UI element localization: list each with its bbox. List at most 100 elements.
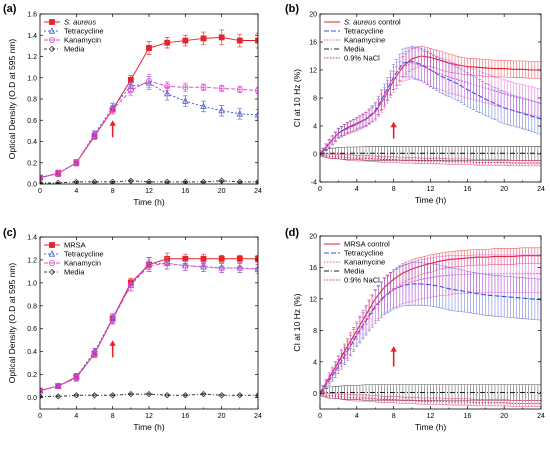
data-point <box>236 264 243 271</box>
data-point <box>91 178 98 184</box>
legend-item: Kanamycine <box>324 36 385 45</box>
error-bar <box>401 396 405 404</box>
data-point <box>200 178 207 184</box>
error-bar <box>524 160 528 167</box>
error-bar <box>376 156 380 163</box>
error-bar <box>462 65 466 98</box>
error-bar <box>441 255 445 296</box>
error-bar <box>255 254 258 263</box>
legend-item: Kanamycin <box>44 36 101 45</box>
data-point <box>146 45 152 51</box>
data-point <box>145 390 153 398</box>
error-bar <box>428 257 433 298</box>
data-point <box>164 39 171 46</box>
x-tick-label: 20 <box>500 413 508 420</box>
y-tick-label: 0.8 <box>27 97 37 104</box>
data-point <box>73 178 80 184</box>
y-tick-label: 1.0 <box>27 280 37 287</box>
treatment-arrow <box>390 121 397 139</box>
legend-item: Media <box>44 45 85 54</box>
series-line <box>40 258 258 392</box>
error-bar <box>450 61 454 95</box>
legend-marker <box>49 19 55 25</box>
y-tick-label: 8 <box>313 96 317 103</box>
treatment-arrow <box>109 340 116 358</box>
error-bar <box>407 157 411 164</box>
legend-label: S. aureus control <box>344 18 401 27</box>
x-tick-label: 0 <box>38 188 42 195</box>
data-point <box>127 87 134 94</box>
x-tick-label: 8 <box>392 413 396 420</box>
y-tick-label: 8 <box>313 328 317 335</box>
data-point <box>182 84 189 91</box>
legend-item: Tetracycline <box>324 249 384 258</box>
series-0-9-nacl <box>320 392 541 407</box>
legend-item: 0.9% NaCl <box>324 276 380 285</box>
error-bar <box>416 49 420 81</box>
y-tick-label: 0.0 <box>27 395 37 402</box>
error-bar <box>539 278 541 321</box>
error-bar <box>499 159 503 166</box>
error-bar <box>379 281 383 316</box>
error-bar <box>539 160 541 167</box>
data-point <box>109 106 116 113</box>
y-tick-label: -4 <box>311 180 317 187</box>
error-bar <box>398 396 402 404</box>
error-bar <box>395 269 399 307</box>
legend-item: Media <box>44 268 85 277</box>
data-point <box>73 392 80 399</box>
error-bar <box>517 160 522 167</box>
panel-d: (d) 0 4 8 12 16 20 24 0 4 8 12 16 20 Time (h) CI at 10 … <box>285 227 545 432</box>
data-point <box>109 178 116 184</box>
error-bar <box>425 258 430 299</box>
y-tick-label: 0.6 <box>27 118 37 125</box>
error-bar <box>447 60 451 94</box>
data-point <box>55 170 62 177</box>
series-tetracycline <box>40 76 258 181</box>
data-point <box>236 392 243 399</box>
error-bar <box>422 157 426 165</box>
arrow-head <box>390 346 397 352</box>
error-bar <box>373 155 377 162</box>
data-point <box>145 77 152 84</box>
error-bar <box>496 384 500 401</box>
error-bar <box>416 397 420 405</box>
error-bar <box>419 50 423 82</box>
y-tick-label: 4 <box>313 359 317 366</box>
data-point <box>182 255 189 262</box>
data-point <box>164 260 171 267</box>
y-axis-title: CI at 10 Hz (%) <box>292 293 302 351</box>
error-bar <box>373 395 377 403</box>
data-point <box>164 83 171 90</box>
error-bar <box>490 75 494 106</box>
legend-item: MRSA <box>44 241 86 250</box>
error-bar <box>370 155 374 162</box>
legend-marker <box>48 45 56 53</box>
error-bar <box>435 256 439 297</box>
y-tick-label: 0.2 <box>27 160 37 167</box>
plot-area <box>40 252 258 400</box>
error-bar <box>327 374 331 385</box>
error-bar <box>533 400 537 407</box>
error-bar <box>416 157 420 164</box>
legend-marker <box>48 27 56 34</box>
x-tick-label: 16 <box>181 188 189 195</box>
x-axis-title: Time (h) <box>133 197 164 207</box>
legend-marker <box>49 259 56 266</box>
y-tick-label: 0.6 <box>27 326 37 333</box>
data-point <box>40 179 44 184</box>
error-bar <box>255 32 258 49</box>
y-tick-label: 1.4 <box>27 235 37 242</box>
error-bar <box>333 362 337 376</box>
error-bar <box>324 379 328 388</box>
error-bar <box>146 259 152 272</box>
error-bar <box>438 256 442 297</box>
x-tick-label: 8 <box>111 188 115 195</box>
y-tick-label: 0.2 <box>27 372 37 379</box>
legend-item: Tetracycline <box>44 27 104 36</box>
arrow-head <box>109 340 116 346</box>
error-bar <box>413 260 417 301</box>
error-bar <box>367 299 371 330</box>
y-tick-label: 0 <box>313 152 317 159</box>
